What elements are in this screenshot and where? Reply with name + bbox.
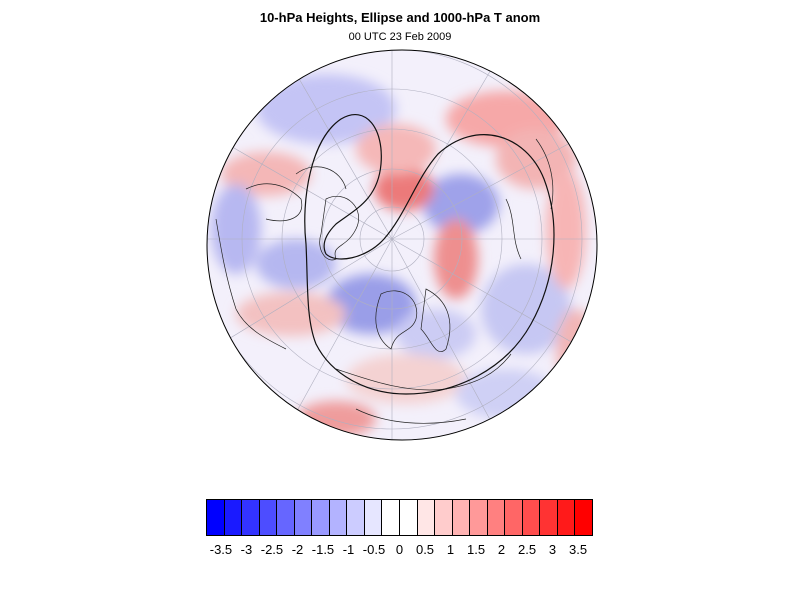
colorbar-swatch xyxy=(242,500,260,535)
colorbar-swatch xyxy=(487,500,506,535)
colorbar-swatch xyxy=(417,500,436,535)
polar-map xyxy=(206,49,598,441)
colorbar-swatch xyxy=(557,500,576,535)
colorbar-swatch xyxy=(364,500,383,535)
colorbar-tick-label: -1 xyxy=(342,542,355,557)
colorbar-swatch xyxy=(259,500,278,535)
colorbar-swatch xyxy=(540,500,558,535)
colorbar-swatch xyxy=(207,500,225,535)
height-contours xyxy=(304,113,555,395)
map-boundary xyxy=(206,49,598,441)
colorbar-tick-label: -3.5 xyxy=(209,542,233,557)
plot-subtitle: 00 UTC 23 Feb 2009 xyxy=(348,31,452,43)
colorbar-swatch xyxy=(400,500,418,535)
colorbar-tick-label: -2 xyxy=(291,542,304,557)
colorbar-swatch xyxy=(347,500,365,535)
colorbar-tick-label: 3 xyxy=(548,542,557,557)
colorbar xyxy=(206,499,593,536)
colorbar-swatch xyxy=(224,500,243,535)
plot-title: 10-hPa Heights, Ellipse and 1000-hPa T a… xyxy=(259,10,541,25)
colorbar-tick-label: 2.5 xyxy=(517,542,537,557)
colorbar-tick-label: 0 xyxy=(395,542,404,557)
colorbar-tick-label: 2 xyxy=(497,542,506,557)
colorbar-tick-label: 3.5 xyxy=(569,542,588,557)
polar-map-svg xyxy=(206,49,598,441)
colorbar-tick-label: 1 xyxy=(446,542,455,557)
colorbar-tick-labels: -3.5 -3 -2.5 -2 -1.5 -1 -0.5 0 0.5 1 1.5 2 2.5 3 3.5 xyxy=(0,542,800,562)
colorbar-swatch xyxy=(452,500,471,535)
colorbar-swatch xyxy=(312,500,330,535)
colorbar-swatch xyxy=(470,500,488,535)
colorbar-swatch xyxy=(382,500,401,535)
colorbar-swatch xyxy=(575,500,593,535)
graticule xyxy=(207,50,597,440)
colorbar-tick-label: -2.5 xyxy=(260,542,284,557)
temperature-anomaly-field xyxy=(207,50,597,440)
colorbar-swatch xyxy=(505,500,523,535)
colorbar-tick-label: 1.5 xyxy=(466,542,486,557)
colorbar-swatch xyxy=(277,500,295,535)
colorbar-tick-label: -1.5 xyxy=(311,542,335,557)
colorbar-swatch xyxy=(294,500,313,535)
colorbar-swatch xyxy=(522,500,541,535)
colorbar-swatch xyxy=(329,500,348,535)
colorbar-tick-label: 0.5 xyxy=(415,542,435,557)
colorbar-swatch xyxy=(435,500,453,535)
colorbar-tick-label: -0.5 xyxy=(362,542,386,557)
colorbar-tick-label: -3 xyxy=(240,542,253,557)
